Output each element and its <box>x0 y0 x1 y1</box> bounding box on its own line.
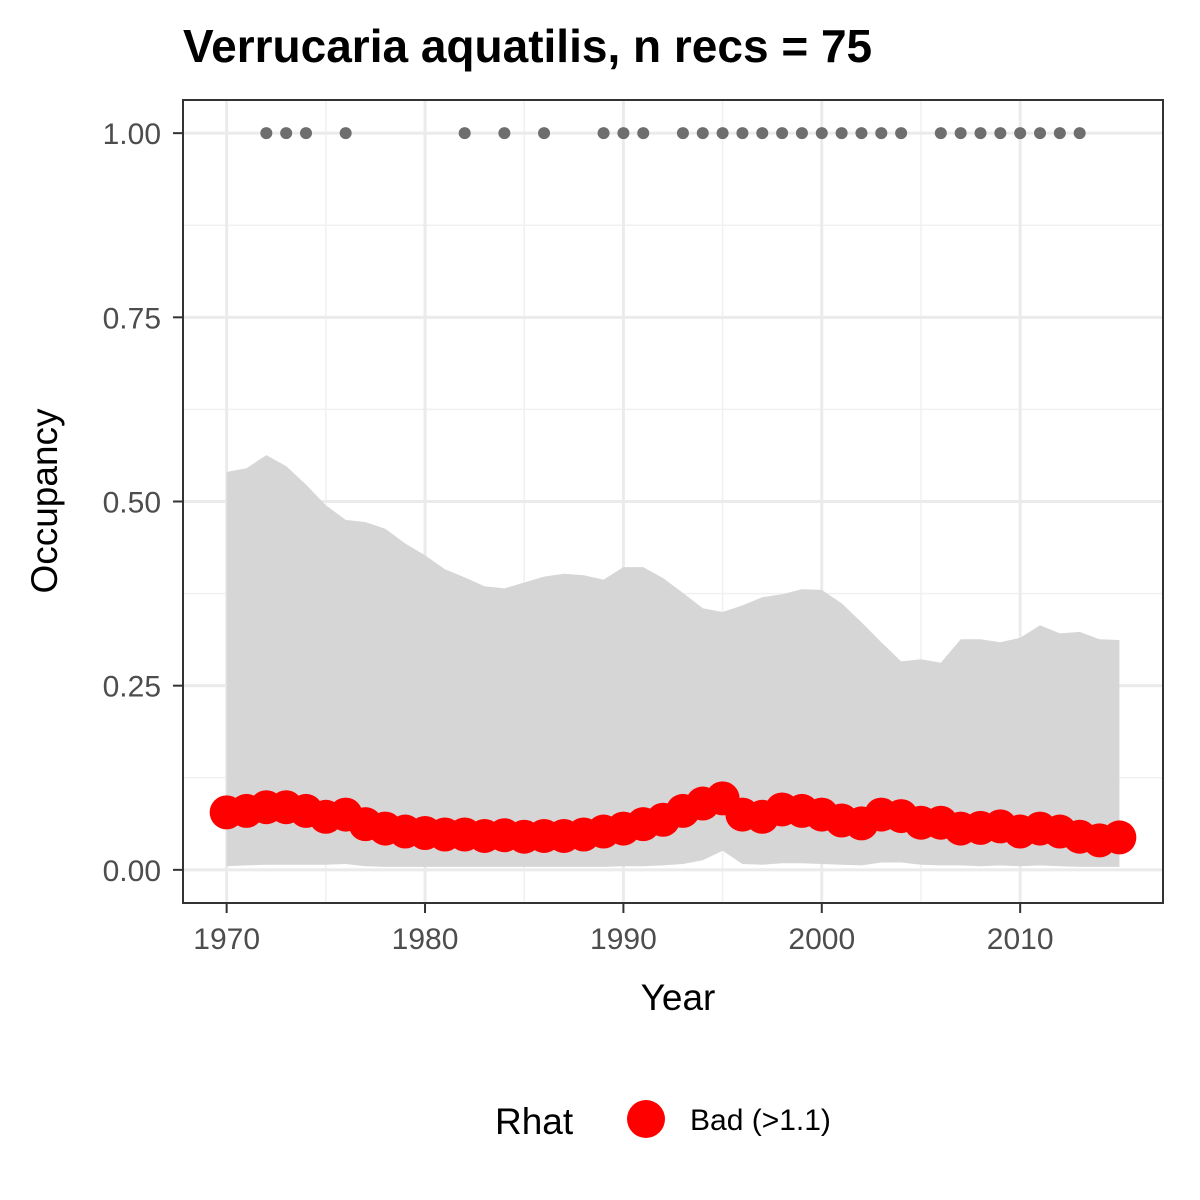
record-point <box>895 127 908 140</box>
record-point <box>1034 127 1047 140</box>
x-tick-label: 1970 <box>193 923 260 956</box>
record-point <box>795 127 808 140</box>
y-tick-label: 0.50 <box>103 487 161 520</box>
y-axis: 0.00 0.25 0.50 0.75 1.00 <box>103 118 183 888</box>
record-point <box>736 127 749 140</box>
x-tick-label: 2000 <box>788 923 855 956</box>
record-point <box>776 127 789 140</box>
record-point <box>875 127 888 140</box>
record-point <box>835 127 848 140</box>
record-point <box>1053 127 1066 140</box>
legend-label-bad-rhat: Bad (>1.1) <box>690 1104 831 1137</box>
y-tick-label: 1.00 <box>103 118 161 151</box>
record-point <box>458 127 471 140</box>
x-tick-label: 2010 <box>987 923 1054 956</box>
record-point <box>934 127 947 140</box>
record-point <box>597 127 610 140</box>
y-axis-title: Occupancy <box>24 408 65 594</box>
ci-ribbon-layer <box>226 455 1120 867</box>
record-point <box>696 127 709 140</box>
record-point <box>1073 127 1086 140</box>
record-points-layer <box>260 127 1086 140</box>
y-tick-label: 0.00 <box>103 855 161 888</box>
record-point <box>280 127 293 140</box>
y-tick-label: 0.25 <box>103 671 161 704</box>
record-point <box>617 127 630 140</box>
record-point <box>716 127 729 140</box>
record-point <box>855 127 868 140</box>
chart-title: Verrucaria aquatilis, n recs = 75 <box>183 20 872 72</box>
legend-title: Rhat <box>495 1101 574 1142</box>
mean-occupancy-point <box>1102 820 1137 855</box>
record-point <box>954 127 967 140</box>
legend: Rhat Bad (>1.1) <box>495 1100 831 1142</box>
mean-points-layer <box>209 781 1137 858</box>
legend-key-bad-rhat <box>627 1100 665 1138</box>
record-point <box>637 127 650 140</box>
confidence-ribbon <box>226 455 1120 867</box>
record-point <box>815 127 828 140</box>
record-point <box>538 127 551 140</box>
record-point <box>676 127 689 140</box>
record-point <box>974 127 987 140</box>
record-point <box>1014 127 1027 140</box>
x-axis-title: Year <box>641 977 716 1018</box>
x-tick-label: 1990 <box>590 923 657 956</box>
record-point <box>994 127 1007 140</box>
record-point <box>339 127 352 140</box>
x-tick-label: 1980 <box>392 923 459 956</box>
record-point <box>498 127 511 140</box>
record-point <box>260 127 273 140</box>
x-axis: 1970 1980 1990 2000 2010 <box>193 903 1054 956</box>
record-point <box>299 127 312 140</box>
record-point <box>756 127 769 140</box>
y-tick-label: 0.75 <box>103 302 161 335</box>
